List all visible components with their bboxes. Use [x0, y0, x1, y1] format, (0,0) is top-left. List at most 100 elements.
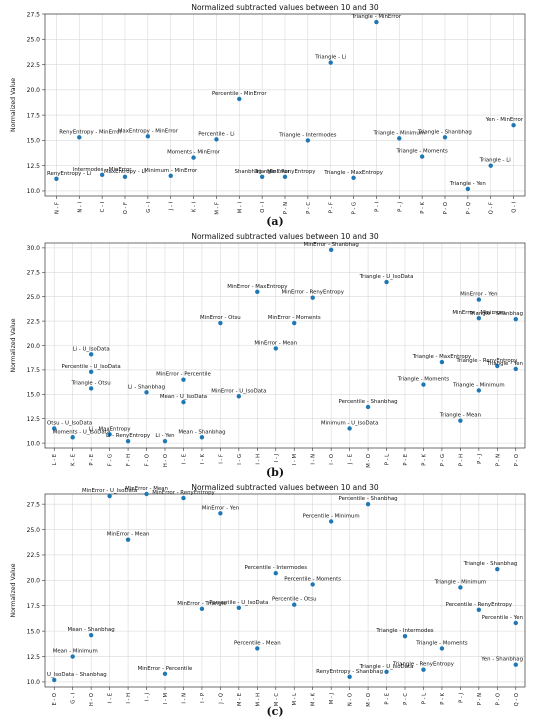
panel-label-a: (a) — [255, 215, 295, 228]
data-label: Triangle - Minimum — [452, 382, 505, 388]
x-tick-label: I - H — [126, 693, 132, 704]
data-point — [384, 280, 388, 284]
x-tick-label: G - I — [146, 202, 152, 213]
data-label: MaxEntropy - Li — [104, 169, 146, 175]
x-tick-label: P - O — [495, 693, 501, 705]
data-point — [283, 175, 287, 179]
y-axis-label: Normalized Value — [10, 78, 17, 132]
x-tick-label: I - N — [311, 454, 317, 465]
data-point — [310, 582, 314, 586]
data-label: MinError - Otsu — [200, 315, 241, 321]
data-point — [70, 654, 74, 658]
data-point — [292, 321, 296, 325]
data-point — [274, 571, 278, 575]
data-point — [403, 634, 407, 638]
x-tick-label: O - I — [260, 202, 266, 213]
data-point — [351, 176, 355, 180]
data-label: MinError - MaxEntropy — [227, 284, 288, 290]
x-tick-label: J - I — [169, 202, 175, 212]
data-point — [200, 435, 204, 439]
data-label: Triangle - Mean — [439, 413, 481, 419]
x-tick-label: P - E — [403, 454, 409, 466]
x-tick-label: P - Q — [466, 202, 472, 214]
data-point — [514, 662, 518, 666]
data-label: Triangle - Shanbhag — [463, 561, 518, 567]
x-tick-label: J - Q — [218, 693, 224, 705]
data-label: MinError - Yen — [460, 292, 497, 298]
x-tick-label: M - L — [292, 693, 298, 706]
data-point — [347, 675, 351, 679]
data-point — [237, 394, 241, 398]
data-point — [440, 646, 444, 650]
x-tick-label: P - K — [440, 692, 446, 704]
data-point — [511, 123, 515, 127]
data-point — [169, 174, 173, 178]
x-tick-label: N - I — [77, 202, 83, 213]
data-label: Triangle - Moments — [395, 149, 448, 155]
data-label: MinError - RenyEntropy — [152, 490, 215, 496]
data-point — [421, 668, 425, 672]
y-tick-label: 12.5 — [27, 163, 41, 170]
data-point — [126, 538, 130, 542]
x-tick-label: F - O — [145, 454, 151, 466]
chart-title: Normalized subtracted values between 10 … — [191, 232, 379, 241]
data-label: Percentile - Moments — [284, 576, 341, 582]
y-tick-label: 27.5 — [27, 501, 41, 508]
data-label: Yen - Shanbhag — [480, 657, 523, 663]
data-label: Triangle - Intermodes — [375, 628, 433, 634]
data-point — [77, 135, 81, 139]
x-tick-label: P - N — [283, 202, 289, 214]
data-label: Li - U_IsoData — [73, 346, 110, 352]
data-point — [329, 248, 333, 252]
data-point — [440, 360, 444, 364]
x-tick-label: P - G — [440, 454, 446, 466]
data-point — [421, 382, 425, 386]
x-tick-label: I - F — [218, 454, 224, 464]
data-label: Triangle - Moments — [397, 377, 450, 383]
data-point — [237, 97, 241, 101]
x-tick-label: M - E — [237, 693, 243, 706]
data-point — [163, 439, 167, 443]
data-point — [366, 405, 370, 409]
data-label: Minimum - U_IsoData — [321, 420, 379, 426]
x-tick-label: Q - I — [512, 202, 518, 213]
data-label: MinError - Shanbhag — [304, 242, 359, 248]
data-point — [514, 317, 518, 321]
data-point — [200, 607, 204, 611]
data-label: Percentile - Minimum — [303, 513, 360, 519]
data-point — [477, 608, 481, 612]
x-tick-label: H - O — [89, 693, 95, 706]
data-point — [89, 352, 93, 356]
y-tick-label: 15.0 — [27, 628, 41, 635]
data-label: Triangle - MinError — [351, 14, 402, 20]
x-tick-label: M - F — [214, 202, 220, 215]
y-tick-label: 27.5 — [27, 270, 41, 277]
y-tick-label: 17.5 — [27, 112, 41, 119]
y-tick-label: 12.5 — [27, 416, 41, 423]
data-label: Yen - MinError — [485, 117, 524, 123]
panel-label-b: (b) — [255, 466, 295, 479]
y-tick-label: 25.0 — [27, 294, 41, 301]
panel-label-c: (c) — [255, 705, 295, 718]
data-label: Li - MaxEntropy — [89, 426, 132, 432]
data-point — [274, 346, 278, 350]
data-label: Mean - Shanbhag — [178, 429, 225, 435]
data-point — [347, 426, 351, 430]
data-label: MinError - Yen — [202, 505, 239, 511]
data-label: Triangle - RenyEntropy — [254, 169, 317, 175]
data-label: Triangle - RenyEntropy — [392, 662, 455, 668]
data-label: Mean - U_IsoData — [160, 394, 207, 400]
x-tick-label: N - O — [348, 693, 354, 706]
x-tick-label: P - E — [89, 454, 95, 466]
data-label: Triangle - Moments — [415, 640, 468, 646]
y-axis-label: Normalized Value — [10, 318, 17, 372]
x-tick-label: O - F — [123, 202, 129, 214]
data-label: MinError - Percentile — [156, 372, 211, 378]
y-tick-label: 22.5 — [27, 552, 41, 559]
y-tick-label: 25.0 — [27, 527, 41, 534]
x-tick-label: P - L — [385, 454, 391, 465]
x-tick-label: P - L — [421, 693, 427, 704]
x-tick-label: P - J — [397, 202, 403, 212]
x-tick-label: I - J — [274, 454, 280, 463]
data-point — [123, 175, 127, 179]
